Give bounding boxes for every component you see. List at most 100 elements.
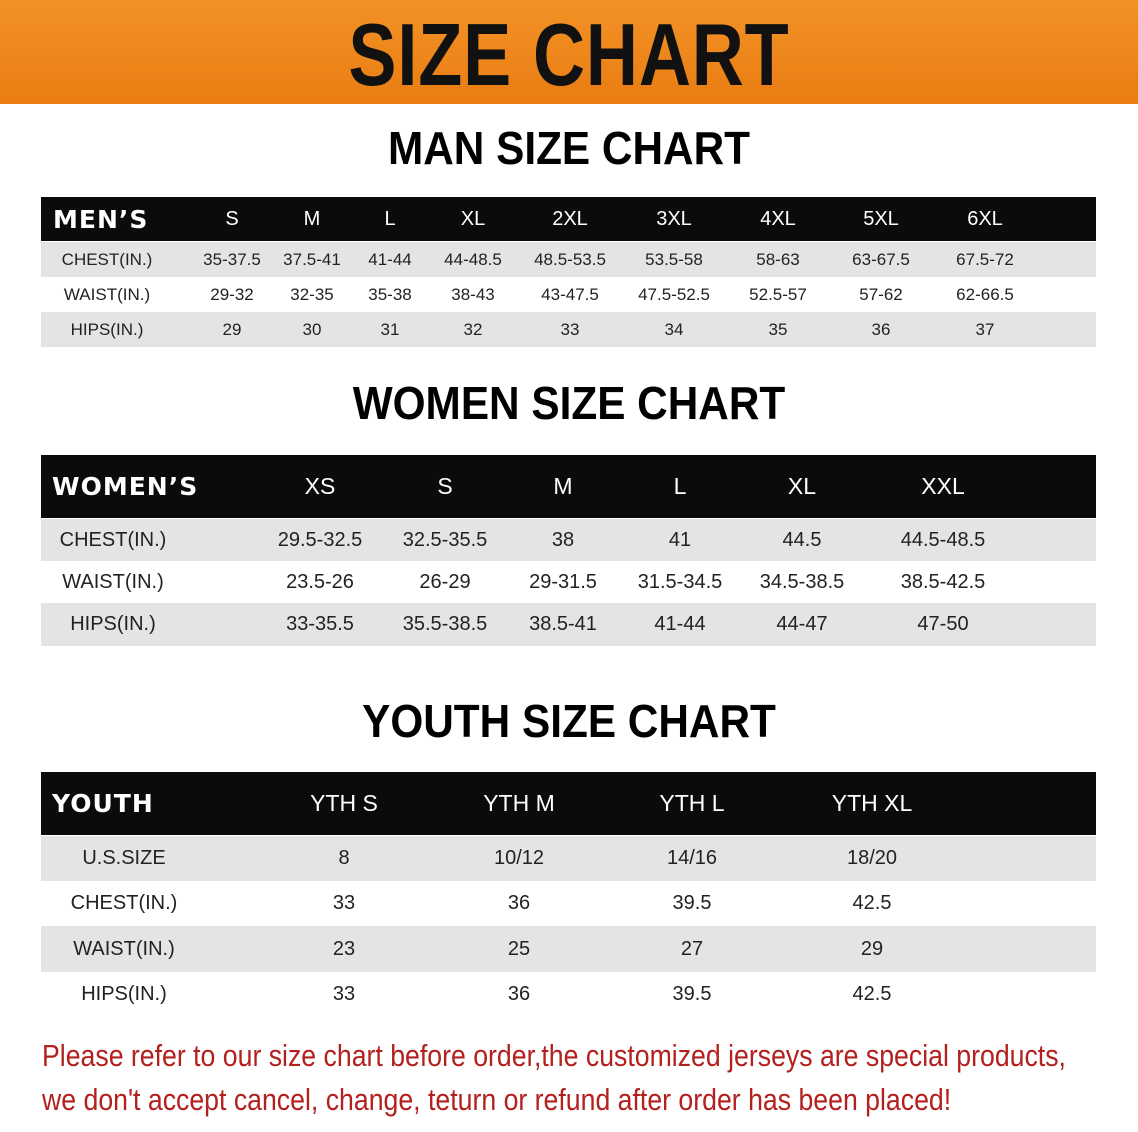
table-cell: 53.5-58 — [645, 249, 703, 269]
row-label: HIPS(IN.) — [70, 319, 144, 339]
youth-header-row: YOUTH YTH S YTH M YTH L YTH XL — [41, 772, 1096, 835]
table-row: WAIST(IN.) 29-32 32-35 35-38 38-43 43-47.5 47.… — [41, 277, 1096, 312]
table-cell: 33 — [560, 319, 580, 339]
table-cell: 33 — [332, 892, 356, 914]
table-cell: 57-62 — [859, 284, 903, 304]
size-header: 3XL — [656, 207, 692, 230]
table-cell: 62-66.5 — [956, 284, 1014, 304]
table-cell: 23 — [332, 937, 356, 960]
table-cell: 44.5-48.5 — [900, 528, 986, 551]
row-label: CHEST(IN.) — [61, 249, 153, 269]
row-label: HIPS(IN.) — [70, 613, 156, 635]
table-cell: 36 — [871, 319, 891, 339]
table-cell: 18/20 — [846, 847, 898, 869]
title-banner: SIZE CHART — [0, 0, 1138, 104]
table-row: HIPS(IN.) 33-35.5 35.5-38.5 38.5-41 41-44 44-… — [41, 603, 1096, 646]
size-header: 5XL — [863, 207, 899, 230]
women-section-title: WOMEN SIZE CHART — [352, 377, 786, 429]
table-cell: 37 — [975, 319, 995, 339]
table-cell: 23.5-26 — [286, 570, 354, 593]
size-header: L — [673, 473, 687, 499]
table-cell: 47.5-52.5 — [638, 284, 710, 304]
table-cell: 52.5-57 — [749, 284, 807, 304]
table-cell: 36 — [507, 892, 531, 914]
row-label: U.S.SIZE — [82, 847, 166, 869]
table-row: U.S.SIZE 8 10/12 14/16 18/20 — [41, 836, 1096, 881]
page-title: SIZE CHART — [348, 5, 790, 104]
size-header: S — [225, 207, 239, 230]
notice-line-1: Please refer to our size chart before or… — [42, 1038, 1066, 1073]
row-label: HIPS(IN.) — [81, 983, 167, 1005]
women-size-table: WOMEN’S XS S M L XL XXL CHEST(IN.) 29.5-32.5 32.5… — [41, 455, 1096, 646]
table-cell: 8 — [338, 847, 350, 869]
size-header: S — [437, 473, 453, 499]
size-header: XXL — [921, 473, 965, 499]
table-cell: 39.5 — [672, 892, 712, 914]
table-cell: 41-44 — [368, 249, 412, 269]
table-cell: 35.5-38.5 — [402, 613, 488, 635]
row-label: WAIST(IN.) — [62, 570, 164, 593]
header-label: MEN’S — [53, 204, 149, 234]
table-cell: 63-67.5 — [852, 249, 910, 269]
table-cell: 29-31.5 — [529, 570, 597, 593]
table-cell: 31.5-34.5 — [637, 570, 723, 593]
size-header: 2XL — [552, 207, 588, 230]
table-row: WAIST(IN.) 23 25 27 29 — [41, 926, 1096, 972]
table-cell: 42.5 — [852, 892, 892, 914]
size-header: M — [303, 207, 321, 230]
table-cell: 32 — [463, 319, 483, 339]
table-cell: 38.5-42.5 — [900, 570, 986, 593]
table-cell: 14/16 — [666, 847, 718, 869]
table-cell: 26-29 — [419, 570, 471, 593]
men-header-row: MEN’S S M L XL 2XL 3XL 4XL 5XL 6XL — [41, 197, 1096, 241]
table-cell: 44.5 — [782, 528, 822, 551]
size-header: L — [384, 207, 396, 230]
youth-section-title: YOUTH SIZE CHART — [362, 695, 776, 747]
youth-size-table: YOUTH YTH S YTH M YTH L YTH XL U.S.SIZE 8 10/12… — [41, 772, 1096, 1017]
table-cell: 44-48.5 — [444, 249, 502, 269]
table-cell: 35 — [768, 319, 788, 339]
size-header: YTH S — [310, 790, 378, 816]
size-header: YTH XL — [831, 790, 913, 816]
table-cell: 33 — [332, 983, 356, 1005]
table-cell: 36 — [507, 983, 531, 1005]
table-cell: 41-44 — [654, 613, 706, 635]
table-cell: 29.5-32.5 — [277, 528, 363, 551]
table-cell: 38.5-41 — [529, 613, 597, 635]
table-cell: 32-35 — [290, 284, 334, 304]
table-cell: 42.5 — [852, 983, 892, 1005]
table-cell: 39.5 — [672, 983, 712, 1005]
table-cell: 43-47.5 — [541, 284, 599, 304]
size-header: YTH L — [659, 790, 725, 816]
table-row: HIPS(IN.) 29 30 31 32 33 34 35 36 37 — [41, 312, 1096, 347]
table-cell: 25 — [507, 937, 531, 960]
size-header: YTH M — [483, 790, 555, 816]
women-header-row: WOMEN’S XS S M L XL XXL — [41, 455, 1096, 518]
size-header: XL — [460, 207, 486, 230]
table-cell: 38-43 — [451, 284, 495, 304]
table-cell: 10/12 — [493, 847, 545, 869]
table-cell: 33-35.5 — [286, 613, 354, 635]
table-cell: 29-32 — [210, 284, 254, 304]
table-row: CHEST(IN.) 35-37.5 37.5-41 41-44 44-48.5 48.5… — [41, 242, 1096, 277]
table-cell: 48.5-53.5 — [534, 249, 606, 269]
table-cell: 67.5-72 — [956, 249, 1014, 269]
table-row: CHEST(IN.) 29.5-32.5 32.5-35.5 38 41 44.5 44.5… — [41, 519, 1096, 561]
table-cell: 35-37.5 — [203, 249, 261, 269]
table-cell: 27 — [680, 937, 704, 960]
row-label: CHEST(IN.) — [70, 892, 178, 914]
size-header: XL — [787, 473, 817, 499]
table-cell: 38 — [551, 528, 575, 551]
size-header: 4XL — [760, 207, 796, 230]
table-cell: 34 — [664, 319, 684, 339]
table-cell: 41 — [668, 528, 692, 551]
table-row: WAIST(IN.) 23.5-26 26-29 29-31.5 31.5-34.5 34… — [41, 561, 1096, 603]
row-label: WAIST(IN.) — [73, 937, 175, 960]
table-cell: 34.5-38.5 — [759, 570, 845, 593]
table-cell: 31 — [380, 319, 400, 339]
row-label: CHEST(IN.) — [59, 528, 167, 551]
men-size-table: MEN’S S M L XL 2XL 3XL 4XL 5XL 6XL CHEST(IN.) 35-37… — [41, 197, 1096, 347]
table-row: CHEST(IN.) 33 36 39.5 42.5 — [41, 881, 1096, 926]
header-label: YOUTH — [52, 789, 154, 818]
table-cell: 58-63 — [756, 249, 800, 269]
